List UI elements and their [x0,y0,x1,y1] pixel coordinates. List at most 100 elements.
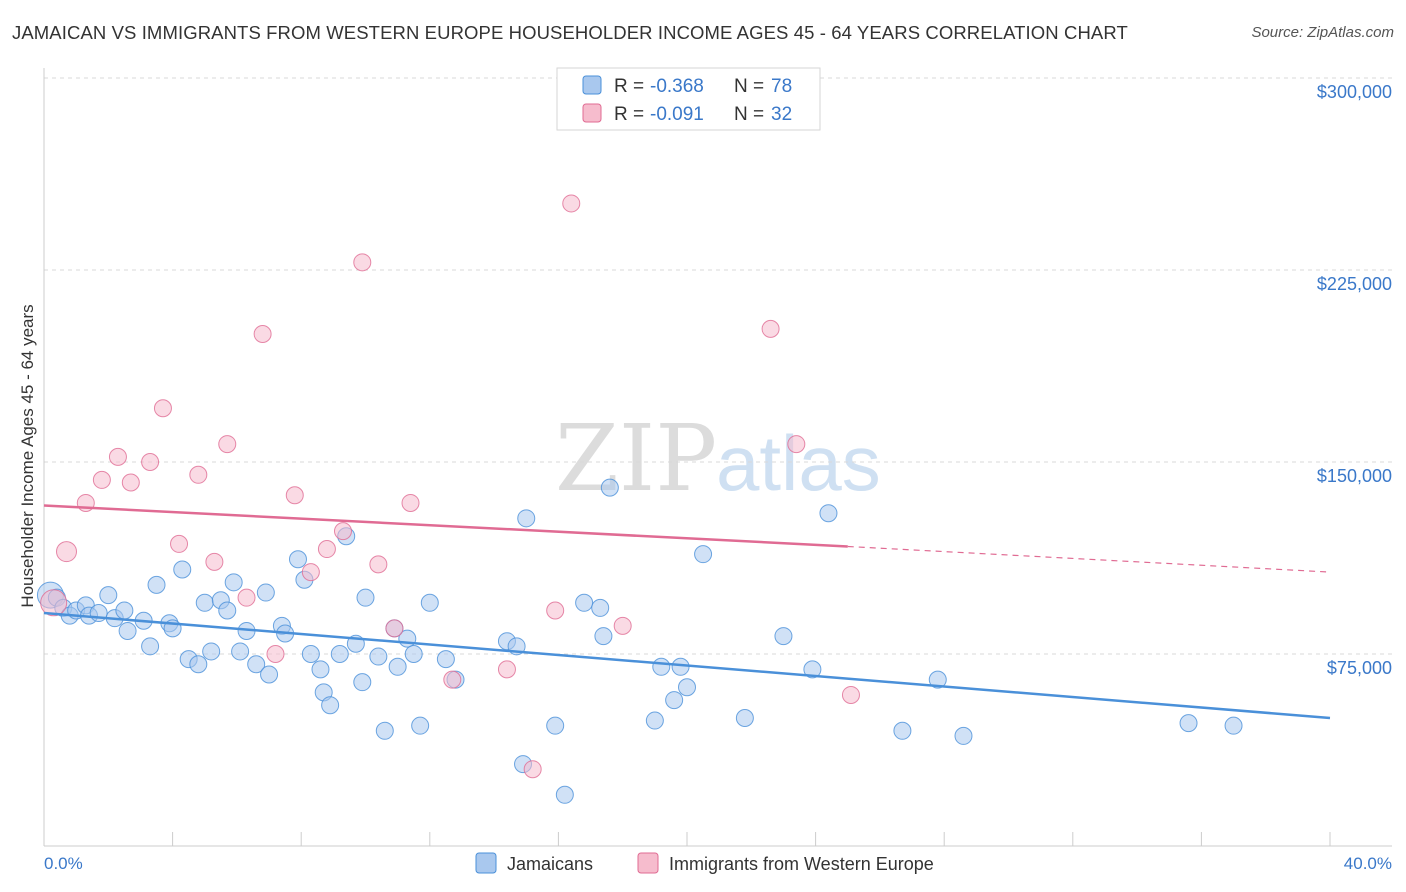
legend-n-value-pink: 32 [771,104,792,125]
point-jamaican-72 [819,504,838,523]
point-western-europe-7 [153,399,172,418]
bottom-legend-swatch-jamaicans [475,852,497,874]
point-western-europe-15 [285,486,304,505]
point-jamaican-28 [256,583,275,602]
point-western-europe-30 [787,435,806,454]
point-jamaican-24 [224,573,243,592]
point-western-europe-10 [205,552,224,571]
point-jamaican-11 [118,621,137,640]
point-jamaican-23 [218,601,237,620]
point-western-europe-27 [562,194,581,213]
y-axis-label: Householder Income Ages 45 - 64 years [18,304,37,607]
bottom-legend-swatch-western-europe [637,852,659,874]
point-western-europe-28 [613,616,632,635]
point-jamaican-20 [195,593,214,612]
correlation-legend: R = -0.368 N = 78 R = -0.091 N = 32 [556,67,821,131]
point-jamaican-37 [321,696,340,715]
point-jamaican-41 [353,673,372,692]
point-western-europe-26 [546,601,565,620]
point-western-europe-3 [92,470,111,489]
point-jamaican-21 [202,642,221,661]
point-western-europe-13 [253,325,272,343]
point-western-europe-20 [369,555,388,574]
legend-swatch-blue [582,75,602,95]
y-tick-label-300000: $300,000 [1317,82,1392,102]
point-western-europe-6 [141,453,160,471]
point-jamaican-64 [652,657,671,676]
legend-r-label-blue: R = [614,76,644,97]
point-western-europe-14 [266,645,285,663]
point-jamaican-43 [369,647,388,666]
point-western-europe-8 [170,534,189,553]
point-jamaican-66 [671,657,690,676]
x-tick-marks [43,832,1331,846]
point-jamaican-70 [774,627,793,646]
point-jamaican-49 [411,716,430,735]
point-jamaican-77 [1224,716,1243,735]
gridlines [44,77,1392,655]
point-jamaican-56 [517,509,536,528]
series-legend: Jamaicans Immigrants from Western Europe [475,852,934,874]
trend-lines [43,504,1331,720]
point-jamaican-68 [694,545,713,564]
point-western-europe-17 [317,540,336,559]
point-western-europe-23 [443,670,462,689]
x-tick-label-max: 40.0% [1344,854,1392,873]
point-jamaican-14 [147,575,166,594]
bottom-legend-label-western-europe: Immigrants from Western Europe [669,854,934,874]
point-jamaican-44 [375,721,394,740]
point-western-europe-19 [353,253,372,272]
point-jamaican-60 [591,598,610,617]
point-jamaican-63 [645,711,664,730]
watermark-atlas: atlas [716,419,881,507]
axes [43,68,1392,847]
y-tick-label-225000: $225,000 [1317,274,1392,294]
point-jamaican-27 [247,655,266,674]
point-western-europe-0 [40,589,68,617]
point-jamaican-67 [678,678,696,697]
point-jamaican-10 [115,601,134,620]
point-jamaican-42 [356,588,375,607]
point-jamaican-75 [954,726,973,745]
point-jamaican-65 [665,691,684,710]
point-jamaican-17 [173,560,192,579]
point-western-europe-24 [497,660,516,679]
point-western-europe-4 [108,447,127,466]
trend-line-western-europe-extension [847,545,1331,573]
point-jamaican-13 [141,637,160,656]
point-western-europe-29 [761,319,780,338]
point-western-europe-12 [237,588,256,607]
watermark: ZIP atlas [555,405,881,512]
point-western-europe-21 [385,619,404,638]
legend-r-value-blue: -0.368 [650,76,704,97]
point-western-europe-22 [401,493,420,512]
point-jamaican-76 [1179,714,1198,733]
point-western-europe-25 [523,760,542,779]
point-jamaican-74 [928,670,947,689]
legend-n-value-blue: 78 [771,76,792,97]
point-western-europe-18 [333,522,352,541]
point-jamaican-34 [301,645,320,663]
point-jamaican-57 [546,716,565,735]
point-jamaican-19 [189,655,208,674]
legend-r-value-pink: -0.091 [650,104,704,125]
point-jamaican-32 [288,550,307,569]
point-jamaican-25 [231,642,250,661]
point-jamaican-48 [404,645,423,663]
legend-swatch-pink [582,103,602,123]
point-jamaican-35 [311,660,330,679]
point-western-europe-11 [218,435,237,454]
point-jamaican-73 [893,721,912,740]
trend-line-jamaican [43,611,1331,720]
point-jamaican-8 [99,586,118,605]
source-label: Source: ZipAtlas.com [1251,24,1394,41]
point-jamaican-50 [420,593,439,612]
point-jamaican-69 [735,709,754,727]
legend-n-label-pink: N = [734,104,764,125]
x-tick-label-min: 0.0% [44,854,83,873]
point-western-europe-31 [841,685,860,704]
chart-title: JAMAICAN VS IMMIGRANTS FROM WESTERN EURO… [12,22,1128,43]
point-jamaican-71 [803,660,822,679]
point-jamaican-51 [436,650,455,669]
data-points [36,194,1243,804]
